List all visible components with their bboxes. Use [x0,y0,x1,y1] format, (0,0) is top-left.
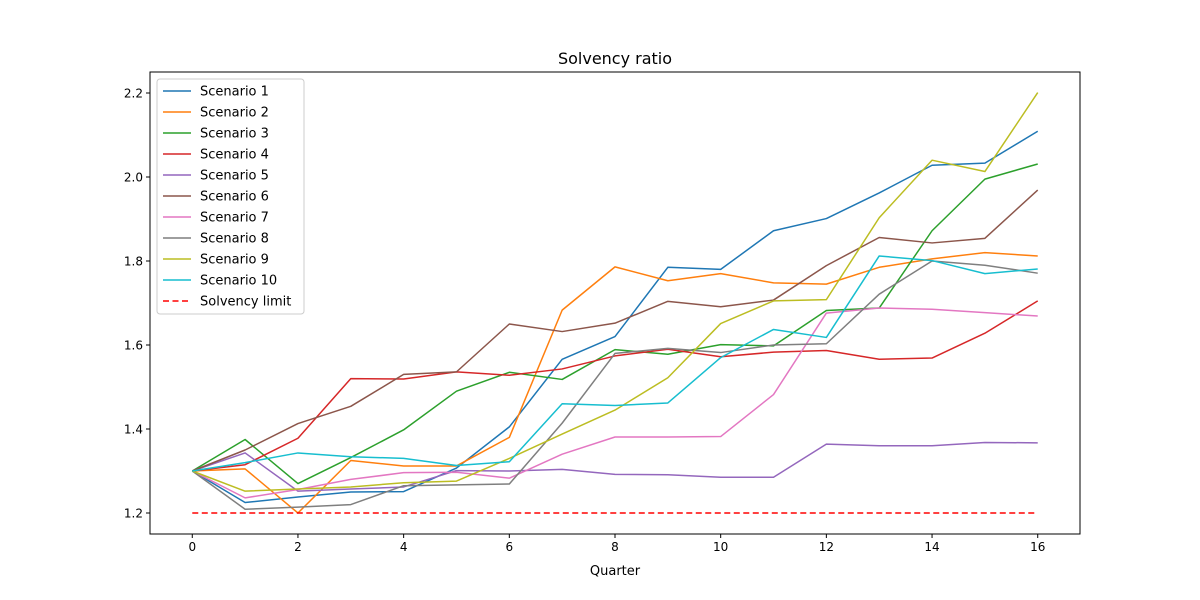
plot-area [149,71,1081,535]
x-tick-label: 8 [611,540,619,554]
y-tick-label: 1.8 [124,255,143,269]
series-line-scenario-5 [192,441,1038,492]
legend-items: Scenario 1 Scenario 2 Scenario 3 Scenario 4… [163,85,291,310]
legend-label: Scenario 8 [200,232,269,247]
x-tick-label: 14 [924,540,939,554]
series-line-scenario-1 [191,130,1039,504]
x-tick-label: 4 [400,540,408,554]
legend-label: Scenario 9 [200,253,269,268]
legend-label: Scenario 7 [200,211,269,226]
legend-label: Scenario 1 [200,85,269,100]
x-tick-label: 12 [819,540,834,554]
series-line-scenario-4 [192,300,1039,472]
y-tick-label: 1.2 [124,507,143,521]
x-tick-label: 10 [713,540,728,554]
legend-label: Solvency limit [200,295,291,310]
x-tick-label: 16 [1030,540,1045,554]
x-tick-label: 2 [294,540,302,554]
y-axis: 1.2 1.4 1.6 1.8 2.0 2.2 [124,87,150,521]
plot-frame [149,71,1081,535]
chart-title: Solvency ratio [558,49,672,68]
y-tick-label: 2.0 [124,171,143,185]
legend-frame [156,78,305,315]
series-line-scenario-6 [191,189,1039,472]
series-lines [191,92,1039,514]
x-axis: 0 2 4 6 8 10 12 14 16 [188,534,1045,554]
legend-label: Scenario 10 [200,274,277,289]
legend-label: Scenario 5 [200,169,269,184]
legend-label: Scenario 2 [200,106,269,121]
y-tick-label: 1.4 [124,423,143,437]
x-tick-label: 6 [505,540,513,554]
series-line-scenario-8 [191,260,1038,510]
y-tick-label: 1.6 [124,339,143,353]
series-line-scenario-10 [192,255,1038,472]
series-line-scenario-2 [192,251,1038,514]
x-axis-label: Quarter [590,564,641,579]
x-tick-label: 0 [188,540,196,554]
legend: Scenario 1 Scenario 2 Scenario 3 Scenario 4… [156,78,305,315]
legend-label: Scenario 4 [200,148,269,163]
y-tick-label: 2.2 [124,87,143,101]
legend-label: Scenario 3 [200,127,269,142]
series-line-scenario-7 [191,307,1038,499]
series-line-scenario-9 [192,92,1039,492]
legend-label: Scenario 6 [200,190,269,205]
